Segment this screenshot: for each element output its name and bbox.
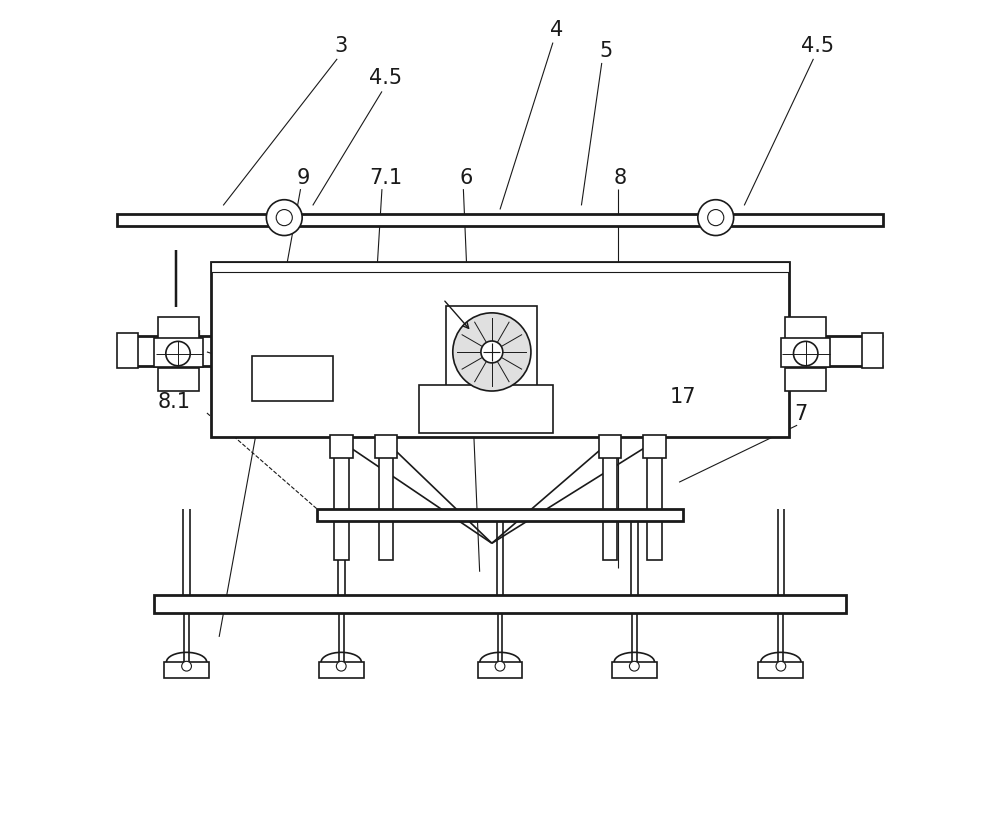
Bar bbox=[317, 509, 683, 521]
Circle shape bbox=[776, 662, 786, 672]
Bar bbox=[330, 436, 353, 458]
Text: 8.1: 8.1 bbox=[158, 392, 191, 412]
Bar bbox=[158, 318, 199, 341]
Bar bbox=[379, 437, 393, 560]
Circle shape bbox=[698, 200, 734, 237]
Bar bbox=[758, 662, 803, 679]
Bar bbox=[211, 263, 789, 437]
Circle shape bbox=[708, 210, 724, 227]
Circle shape bbox=[266, 200, 302, 237]
Text: 17: 17 bbox=[670, 387, 696, 407]
Bar bbox=[603, 437, 617, 560]
Text: 7.1: 7.1 bbox=[369, 168, 403, 188]
Bar bbox=[375, 436, 397, 458]
Text: 4.5: 4.5 bbox=[801, 36, 834, 55]
Text: 4: 4 bbox=[550, 20, 564, 40]
Circle shape bbox=[276, 210, 292, 227]
Bar bbox=[252, 356, 333, 401]
Circle shape bbox=[453, 313, 531, 391]
Bar bbox=[599, 436, 621, 458]
Circle shape bbox=[481, 342, 503, 363]
Bar bbox=[164, 662, 209, 679]
Bar bbox=[446, 307, 537, 398]
Bar bbox=[643, 436, 666, 458]
Bar bbox=[862, 334, 883, 369]
Circle shape bbox=[182, 662, 191, 672]
Text: 4.5: 4.5 bbox=[369, 69, 403, 88]
Bar bbox=[117, 334, 138, 369]
Bar bbox=[785, 369, 826, 391]
Bar bbox=[647, 437, 662, 560]
Circle shape bbox=[495, 662, 505, 672]
Bar bbox=[781, 339, 830, 367]
Bar bbox=[154, 339, 203, 367]
Bar bbox=[158, 369, 199, 391]
Bar bbox=[154, 595, 846, 614]
Text: 3: 3 bbox=[335, 36, 348, 55]
Bar bbox=[419, 385, 553, 434]
Text: 7: 7 bbox=[795, 404, 808, 423]
Bar bbox=[785, 318, 826, 341]
Circle shape bbox=[793, 342, 818, 366]
Text: 6: 6 bbox=[459, 168, 472, 188]
Bar bbox=[319, 662, 364, 679]
Circle shape bbox=[336, 662, 346, 672]
Bar bbox=[211, 263, 789, 273]
Circle shape bbox=[166, 342, 190, 366]
Text: 5: 5 bbox=[599, 41, 612, 61]
Circle shape bbox=[629, 662, 639, 672]
Text: 9: 9 bbox=[296, 168, 310, 188]
Bar bbox=[334, 437, 349, 560]
Bar bbox=[612, 662, 657, 679]
Text: 8: 8 bbox=[614, 168, 627, 188]
Bar bbox=[478, 662, 522, 679]
Text: 14: 14 bbox=[177, 330, 204, 350]
Bar bbox=[117, 214, 883, 227]
